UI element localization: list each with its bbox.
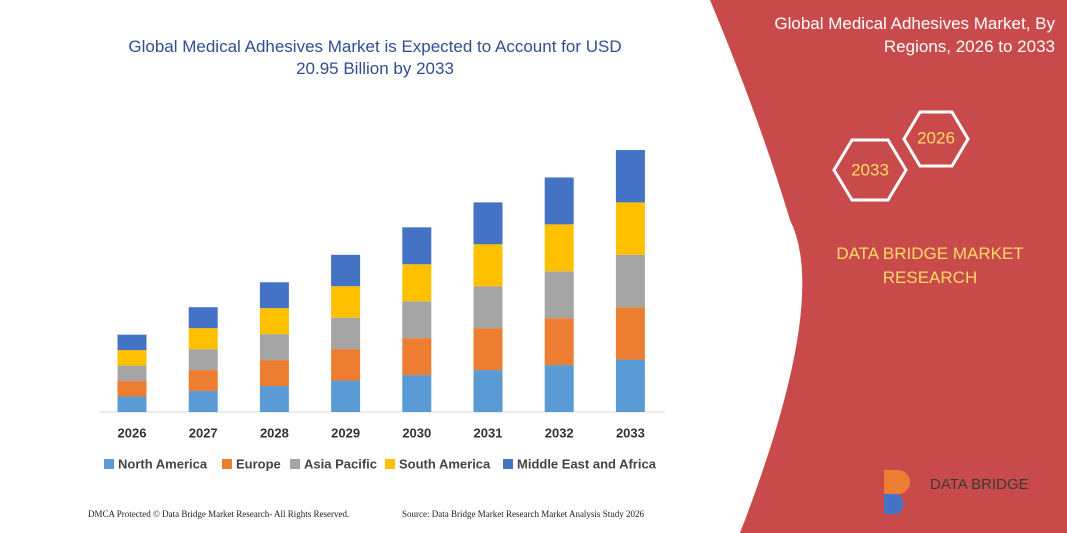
bar-segment: [117, 381, 147, 397]
legend-label: Europe: [236, 456, 281, 471]
x-tick-label: 2031: [474, 425, 503, 440]
bar-segment: [117, 396, 147, 412]
bar-segment: [615, 150, 645, 203]
logo-icon: [884, 494, 904, 514]
bar-segment: [331, 317, 361, 350]
bar-segment: [188, 391, 218, 412]
bar-segment: [615, 254, 645, 308]
bar-segment: [117, 365, 147, 382]
legend-label: Asia Pacific: [304, 456, 377, 471]
legend-label: Middle East and Africa: [517, 456, 657, 471]
red-panel: [710, 0, 1067, 533]
x-tick-label: 2029: [331, 425, 360, 440]
bar-segment: [544, 177, 574, 225]
legend-swatch: [222, 459, 232, 469]
bar-segment: [615, 359, 645, 412]
bar-segment: [331, 286, 361, 318]
bar-segment: [544, 271, 574, 319]
bar-segment: [188, 307, 218, 329]
x-tick-label: 2027: [189, 425, 218, 440]
bar-segment: [402, 338, 432, 376]
bar-segment: [331, 380, 361, 412]
bar-segment: [402, 227, 432, 265]
bar-segment: [402, 375, 432, 412]
bar-segment: [402, 264, 432, 302]
bar-segment: [259, 282, 289, 309]
hexagon: [832, 138, 908, 202]
legend-label: South America: [399, 456, 491, 471]
bar-segment: [615, 202, 645, 255]
end-year: 2033: [851, 160, 889, 179]
x-tick-label: 2033: [616, 425, 645, 440]
legend-label: North America: [118, 456, 208, 471]
bar-segment: [544, 224, 574, 272]
bar-segment: [473, 370, 503, 412]
x-tick-label: 2028: [260, 425, 289, 440]
bar-segment: [259, 308, 289, 335]
footer-right: Source: Data Bridge Market Research Mark…: [402, 509, 644, 519]
bar-segment: [117, 350, 147, 366]
legend-swatch: [503, 459, 513, 469]
bar-segment: [544, 318, 574, 366]
bar-segment: [117, 334, 147, 351]
footer-left: DMCA Protected © Data Bridge Market Rese…: [88, 509, 349, 519]
logo-icon: [884, 470, 910, 494]
bar-segment: [473, 244, 503, 287]
bar-segment: [544, 365, 574, 412]
bar-segment: [259, 386, 289, 412]
bar-segment: [331, 254, 361, 287]
bar-segment: [331, 349, 361, 381]
bar-segment: [473, 328, 503, 371]
bar-segment: [259, 360, 289, 387]
legend-swatch: [290, 459, 300, 469]
bar-segment: [615, 307, 645, 360]
hexagon: [902, 110, 970, 168]
bar-segment: [473, 286, 503, 329]
x-tick-label: 2026: [118, 425, 147, 440]
bar-segment: [188, 349, 218, 371]
panel-title: Global Medical Adhesives Market, By Regi…: [774, 14, 1055, 56]
bar-segment: [259, 334, 289, 361]
bar-segment: [473, 202, 503, 245]
x-tick-label: 2030: [402, 425, 431, 440]
bar-segment: [188, 328, 218, 350]
legend-swatch: [385, 459, 395, 469]
brand: DATA BRIDGE MARKET RESEARCH: [836, 244, 1024, 287]
chart-title: Global Medical Adhesives Market is Expec…: [128, 37, 622, 78]
bar-segment: [402, 301, 432, 339]
legend-swatch: [104, 459, 114, 469]
bar-segment: [188, 370, 218, 392]
start-year: 2026: [917, 128, 955, 147]
logo-text: DATA BRIDGE: [930, 476, 1029, 493]
x-tick-label: 2032: [545, 425, 574, 440]
